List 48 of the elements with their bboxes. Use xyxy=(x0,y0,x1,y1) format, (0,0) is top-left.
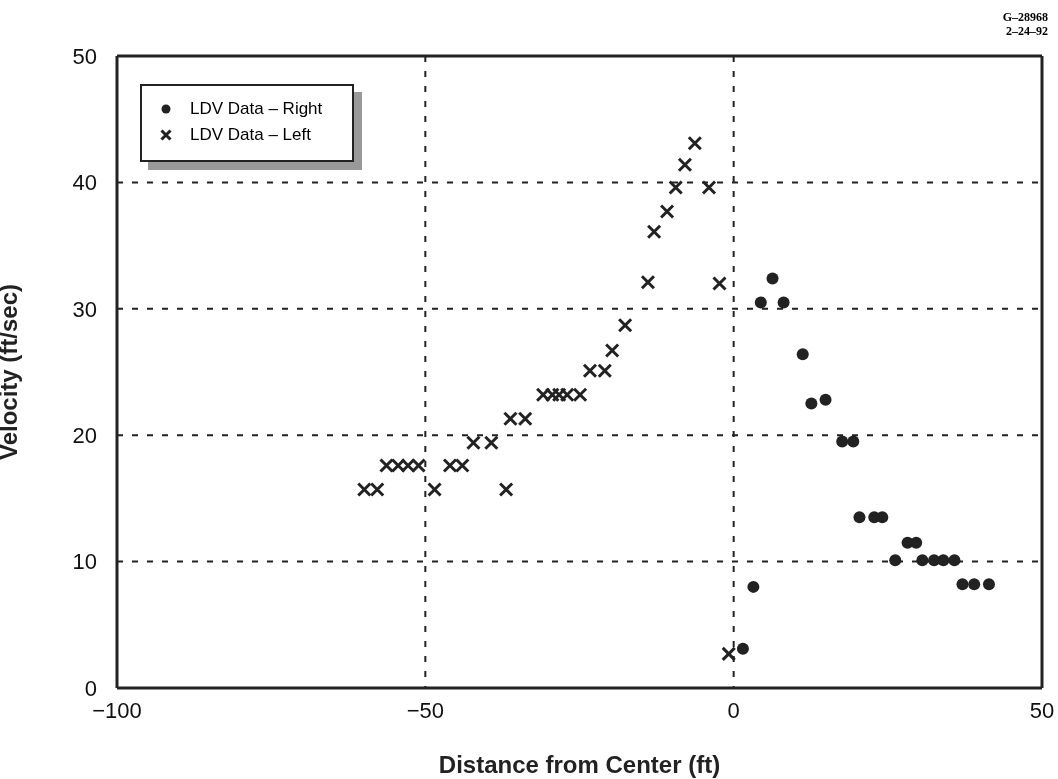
text: 2–24–92 xyxy=(1005,24,1048,38)
point xyxy=(604,343,620,359)
point xyxy=(853,511,866,524)
x-tick-label: 50 xyxy=(1029,697,1055,723)
point xyxy=(701,179,717,195)
legend-label: LDV Data – Right xyxy=(190,99,323,119)
point xyxy=(736,642,749,655)
point xyxy=(747,580,760,593)
point xyxy=(819,393,832,406)
point xyxy=(777,296,790,309)
point xyxy=(687,135,703,151)
point xyxy=(465,435,481,451)
y-tick-label: 40 xyxy=(72,170,97,196)
point xyxy=(847,435,860,448)
x-tick-label: 0 xyxy=(727,697,740,723)
point xyxy=(956,578,969,591)
y-tick-label: 50 xyxy=(72,43,97,69)
point xyxy=(916,554,929,567)
point xyxy=(640,274,656,290)
point xyxy=(659,203,675,219)
point xyxy=(910,536,923,549)
text: G–28968 xyxy=(1002,10,1048,24)
point xyxy=(889,554,902,567)
y-tick-label: 20 xyxy=(72,423,97,449)
point xyxy=(427,482,443,498)
point xyxy=(836,435,849,448)
point xyxy=(937,554,950,567)
point xyxy=(711,276,727,292)
x-tick-label: −50 xyxy=(406,697,444,723)
y-axis-title: Velocity (ft/sec) xyxy=(0,283,22,461)
x-axis-title: Distance from Center (ft) xyxy=(438,751,721,778)
y-tick-label: 30 xyxy=(72,296,97,322)
point xyxy=(982,578,995,591)
point xyxy=(948,554,961,567)
point xyxy=(766,272,779,285)
point xyxy=(617,317,633,333)
point xyxy=(677,157,693,173)
point xyxy=(796,348,809,361)
point xyxy=(483,435,499,451)
point xyxy=(668,179,684,195)
y-tick-label: 10 xyxy=(72,549,97,575)
point xyxy=(721,646,737,662)
point xyxy=(968,578,981,591)
point xyxy=(754,296,767,309)
point xyxy=(498,482,514,498)
point xyxy=(646,224,662,240)
legend-label: LDV Data – Left xyxy=(190,125,311,145)
point xyxy=(805,397,818,410)
